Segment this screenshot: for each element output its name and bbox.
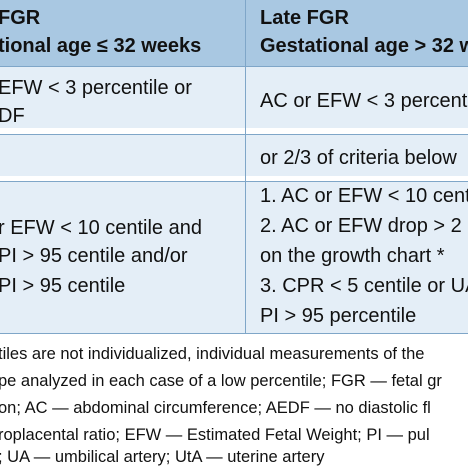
header-right-line2: Gestational age > 32 w bbox=[260, 35, 468, 57]
header-right-line1: Late FGR bbox=[260, 7, 349, 29]
footnote-line4: roplacental ratio; EFW — Estimated Fetal… bbox=[0, 426, 430, 444]
row-divider bbox=[0, 134, 468, 135]
table-row bbox=[0, 66, 468, 128]
cell-row3-right-line4: 3. CPR < 5 centile or UA bbox=[260, 275, 468, 297]
row-gap bbox=[0, 128, 468, 134]
table-bottom-border bbox=[0, 333, 468, 334]
footnote-line1: tiles are not individualized, individual… bbox=[0, 345, 425, 363]
cell-row1-left-line2: DF bbox=[0, 105, 25, 127]
footnote-line2: pe analyzed in each case of a low percen… bbox=[0, 372, 442, 390]
cell-row3-right-line3: on the growth chart * bbox=[260, 245, 445, 267]
table-row bbox=[0, 181, 468, 334]
row-divider bbox=[0, 66, 468, 67]
cell-row3-left-line1: r EFW < 10 centile and bbox=[0, 217, 202, 239]
column-divider bbox=[245, 0, 246, 334]
row-gap bbox=[0, 176, 468, 181]
header-left-line2: tional age ≤ 32 weeks bbox=[0, 35, 202, 57]
row-divider bbox=[0, 181, 468, 182]
cell-row3-right-line5: PI > 95 percentile bbox=[260, 305, 417, 327]
cell-row3-right-line1: 1. AC or EFW < 10 centi bbox=[260, 185, 468, 207]
table-row bbox=[0, 134, 468, 176]
table-header bbox=[0, 0, 468, 66]
cell-row1-left-line1: EFW < 3 percentile or bbox=[0, 77, 192, 99]
header-left-line1: FGR bbox=[0, 7, 41, 29]
cell-row3-left-line3: PI > 95 centile bbox=[0, 275, 126, 297]
cell-row1-right: AC or EFW < 3 percenti bbox=[260, 90, 468, 112]
footnote-line3: on; AC — abdominal circumference; AEDF —… bbox=[0, 399, 431, 417]
cell-row3-left-line2: PI > 95 centile and/or bbox=[0, 245, 188, 267]
cell-row3-right-line2: 2. AC or EFW drop > 2 c bbox=[260, 215, 468, 237]
footnote-line5: ; UA — umbilical artery; UtA — uterine a… bbox=[0, 448, 325, 466]
cell-row2-right: or 2/3 of criteria below bbox=[260, 147, 457, 169]
